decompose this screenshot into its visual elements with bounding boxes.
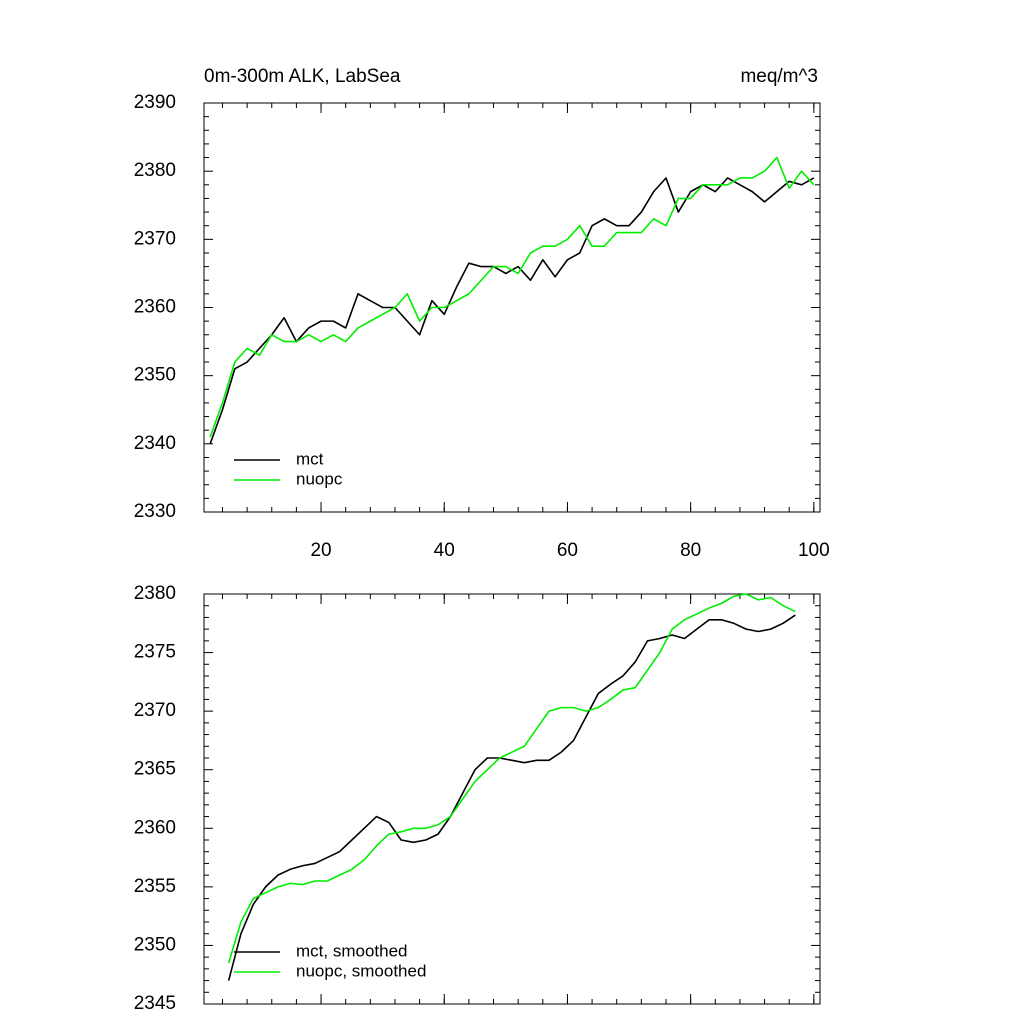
units-label: meq/m^3: [740, 66, 818, 87]
plot-frame: [203, 593, 821, 1005]
data-line: [209, 177, 815, 445]
x-tick-label: 100: [798, 540, 830, 561]
y-tick-label: 2360: [134, 817, 176, 838]
legend-label: mct, smoothed: [296, 941, 408, 960]
legend-label: mct: [296, 449, 324, 468]
y-tick-label: 2350: [134, 365, 176, 386]
y-tick-label: 2350: [134, 934, 176, 955]
x-tick-label: 80: [680, 540, 701, 561]
data-line: [227, 593, 796, 964]
legend-label: nuopc, smoothed: [296, 961, 426, 980]
x-tick-label: 20: [310, 540, 331, 561]
y-tick-label: 2345: [134, 993, 176, 1014]
y-tick-label: 2355: [134, 876, 176, 897]
y-tick-label: 2380: [134, 160, 176, 181]
chart-title: 0m-300m ALK, LabSea: [204, 66, 401, 87]
x-tick-label: 60: [557, 540, 578, 561]
y-tick-label: 2365: [134, 759, 176, 780]
y-tick-label: 2340: [134, 433, 176, 454]
legend-label: nuopc: [296, 469, 343, 488]
y-tick-label: 2370: [134, 700, 176, 721]
data-line: [209, 156, 815, 438]
y-tick-label: 2330: [134, 501, 176, 522]
data-line: [227, 614, 796, 981]
y-tick-label: 2375: [134, 642, 176, 663]
y-tick-label: 2360: [134, 297, 176, 318]
y-tick-label: 2370: [134, 228, 176, 249]
y-tick-label: 2380: [134, 583, 176, 604]
y-tick-label: 2390: [134, 92, 176, 113]
x-tick-label: 40: [434, 540, 455, 561]
